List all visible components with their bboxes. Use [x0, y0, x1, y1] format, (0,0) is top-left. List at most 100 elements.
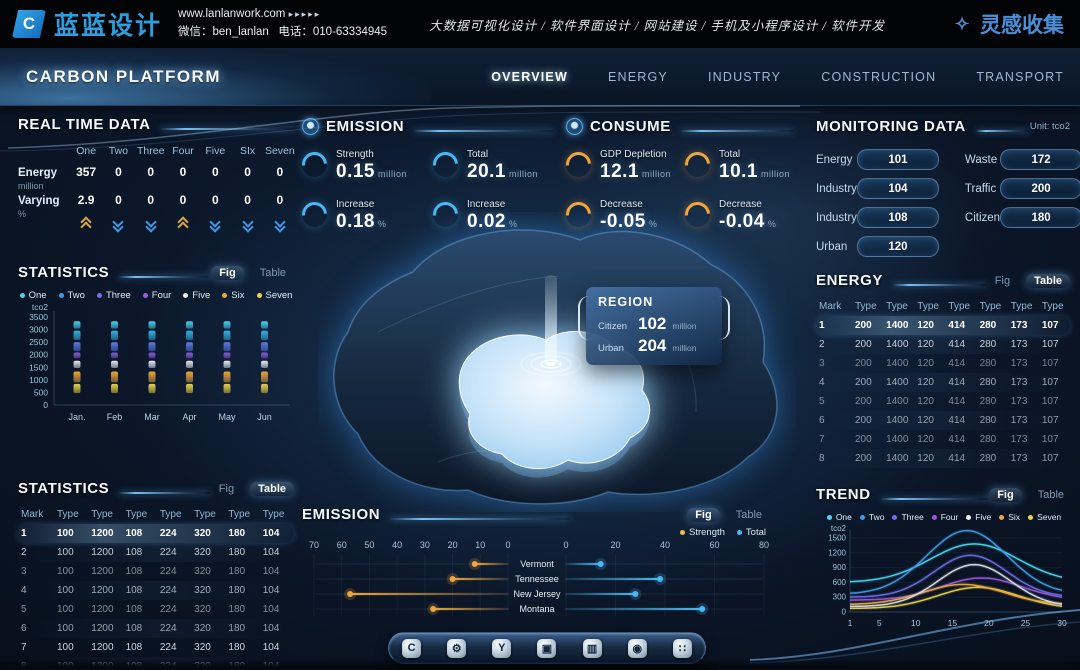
- table-row[interactable]: 8 200 1400 120 414 280 173 107: [816, 449, 1070, 468]
- panel-title: TREND: [816, 486, 871, 503]
- stat-card: Decrease -0.04%: [679, 196, 794, 233]
- contact-block: www.lanlanwork.com ▸▸▸▸▸ 微信：ben_lanlan 电…: [178, 6, 387, 42]
- table-row[interactable]: 4 200 1400 120 414 280 173 107: [816, 373, 1070, 392]
- series-legend: One Two Three Four Five Six Seven: [816, 512, 1072, 522]
- tab-industry[interactable]: INDUSTRY: [707, 69, 782, 84]
- fig-toggle-button[interactable]: Fig: [211, 265, 244, 280]
- fig-toggle-button[interactable]: Fig: [994, 274, 1011, 287]
- region-tooltip: REGION Citizen 102 million Urban 204 million: [578, 287, 722, 365]
- emission-panel-icon: [302, 118, 319, 135]
- gear-icon[interactable]: ⚙: [447, 638, 467, 658]
- table-row[interactable]: 3 100 1200 108 224 320 180 104: [21, 566, 280, 577]
- stat-value: 0.15 million: [336, 161, 407, 182]
- table-toggle-button[interactable]: Table: [1037, 488, 1064, 501]
- table-toggle-button[interactable]: Table: [250, 481, 294, 496]
- table-row[interactable]: 1 100 1200 108 224 320 180 104: [18, 524, 294, 543]
- svg-text:40: 40: [660, 540, 670, 550]
- nav-tabs: OVERVIEW ENERGY INDUSTRY CONSTRUCTION TRANSP…: [491, 48, 1064, 105]
- region-3d-map[interactable]: [318, 212, 796, 512]
- real-time-data-panel: REAL TIME DATA One Two Three Four Five SIx Sev…: [18, 116, 296, 233]
- monitoring-row: Citizen 180: [965, 207, 1080, 228]
- brand-logo[interactable]: C 蓝蓝设计: [12, 6, 162, 42]
- svg-text:1: 1: [848, 618, 853, 628]
- svg-text:40: 40: [392, 540, 402, 550]
- arc-gauge-icon: [296, 196, 333, 233]
- table-row[interactable]: 6 200 1400 120 414 280 173 107: [816, 411, 1070, 430]
- trend-up-icon: [80, 216, 92, 233]
- table-row[interactable]: 3 200 1400 120 414 280 173 107: [819, 358, 1059, 369]
- panel-title: REAL TIME DATA: [18, 116, 151, 133]
- inspiration-collect[interactable]: ✧ 灵感收集: [951, 9, 1064, 39]
- fig-toggle-button[interactable]: Fig: [218, 482, 235, 495]
- monitoring-value-pill: 120: [856, 236, 939, 257]
- table-row[interactable]: 2 100 1200 108 224 320 180 104: [18, 543, 294, 562]
- app-dock: C ⚙ Y ▣ ▥ ◉ ∷: [388, 632, 706, 664]
- fig-table-toggle: Fig Table: [989, 487, 1072, 502]
- table-toggle-button[interactable]: Table: [1026, 273, 1070, 288]
- svg-text:Montana: Montana: [519, 604, 554, 614]
- svg-text:3000: 3000: [29, 325, 48, 335]
- svg-text:10: 10: [911, 618, 921, 628]
- table-row[interactable]: 5 100 1200 108 224 320 180 104: [21, 604, 280, 615]
- y-badge-icon[interactable]: Y: [492, 638, 512, 658]
- table-row[interactable]: 4 100 1200 108 224 320 180 104: [18, 581, 294, 600]
- legend-dot-icon: [826, 514, 832, 520]
- navbar-glow-decoration: [0, 48, 430, 105]
- svg-text:1500: 1500: [828, 534, 846, 543]
- monitoring-label: Industry: [816, 182, 857, 195]
- legend-item: Strength: [680, 527, 725, 538]
- arc-gauge-icon: [427, 196, 464, 233]
- monitoring-value-pill: 101: [856, 149, 939, 170]
- charging-station-icon[interactable]: ▣: [537, 638, 557, 658]
- table-row[interactable]: 2 200 1400 120 414 280 173 107: [816, 335, 1070, 354]
- tab-energy[interactable]: ENERGY: [607, 69, 668, 84]
- legend-dot-icon: [966, 514, 972, 520]
- table-row[interactable]: 7 200 1400 120 414 280 173 107: [819, 434, 1059, 445]
- carbon-hex-icon[interactable]: C: [402, 638, 422, 658]
- trend-down-icon: [209, 216, 221, 233]
- region-stat-unit: million: [672, 321, 697, 331]
- legend-dot-icon: [736, 530, 742, 535]
- apps-icon[interactable]: ∷: [672, 638, 692, 658]
- table-row[interactable]: 7 100 1200 108 224 320 180 104: [21, 642, 280, 653]
- table-row[interactable]: 1 200 1400 120 414 280 173 107: [816, 316, 1070, 335]
- svg-text:10: 10: [475, 540, 485, 550]
- tab-transport[interactable]: TRANSPORT: [976, 69, 1064, 84]
- table-toggle-button[interactable]: Table: [735, 508, 762, 521]
- brand-logo-text: 蓝蓝设计: [54, 12, 163, 40]
- stat-label: Strength: [336, 149, 374, 160]
- svg-text:Vermont: Vermont: [520, 559, 554, 569]
- stat-value: -0.05%: [600, 211, 658, 232]
- legend-item: One: [19, 290, 47, 301]
- monitoring-value-pill: 172: [1000, 149, 1080, 170]
- arrows-decoration: ▸▸▸▸▸: [288, 9, 322, 20]
- chart-board-icon[interactable]: ▥: [582, 638, 602, 658]
- stat-label: Increase: [336, 199, 375, 210]
- table-row[interactable]: 6 100 1200 108 224 320 180 104: [18, 619, 294, 638]
- unit-note: Unit: tco2: [1029, 121, 1070, 132]
- data-value: 2.9: [77, 193, 95, 207]
- svg-text:Apr: Apr: [182, 412, 196, 422]
- svg-text:May: May: [218, 412, 236, 422]
- svg-text:Tennessee: Tennessee: [515, 574, 559, 584]
- legend-item: Two: [859, 512, 884, 522]
- nut-icon[interactable]: ◉: [627, 638, 647, 658]
- monitoring-label: Waste: [964, 153, 998, 166]
- monitoring-row: Energy 101: [816, 149, 939, 170]
- tab-construction[interactable]: CONSTRUCTION: [821, 69, 937, 84]
- real-time-data-table: One Two Three Four Five SIx Seven Energy million…: [18, 145, 296, 233]
- data-value: 0: [244, 193, 251, 207]
- region-stat-value: 102: [638, 314, 667, 333]
- website-link[interactable]: www.lanlanwork.com: [178, 8, 286, 21]
- monitoring-data-panel: MONITORING DATA Unit: tco2 Energy 101 Indu…: [816, 118, 1080, 257]
- fig-toggle-button[interactable]: Fig: [989, 487, 1022, 502]
- legend-item: Two: [58, 290, 85, 301]
- stat-unit: %: [377, 219, 387, 229]
- legend-dot-icon: [96, 293, 102, 298]
- tab-overview[interactable]: OVERVIEW: [491, 69, 568, 84]
- table-row[interactable]: 5 200 1400 120 414 280 173 107: [819, 396, 1059, 407]
- fig-toggle-button[interactable]: Fig: [687, 507, 720, 522]
- brand-logo-icon: C: [12, 10, 46, 38]
- legend-dot-icon: [142, 293, 148, 298]
- table-toggle-button[interactable]: Table: [259, 266, 286, 279]
